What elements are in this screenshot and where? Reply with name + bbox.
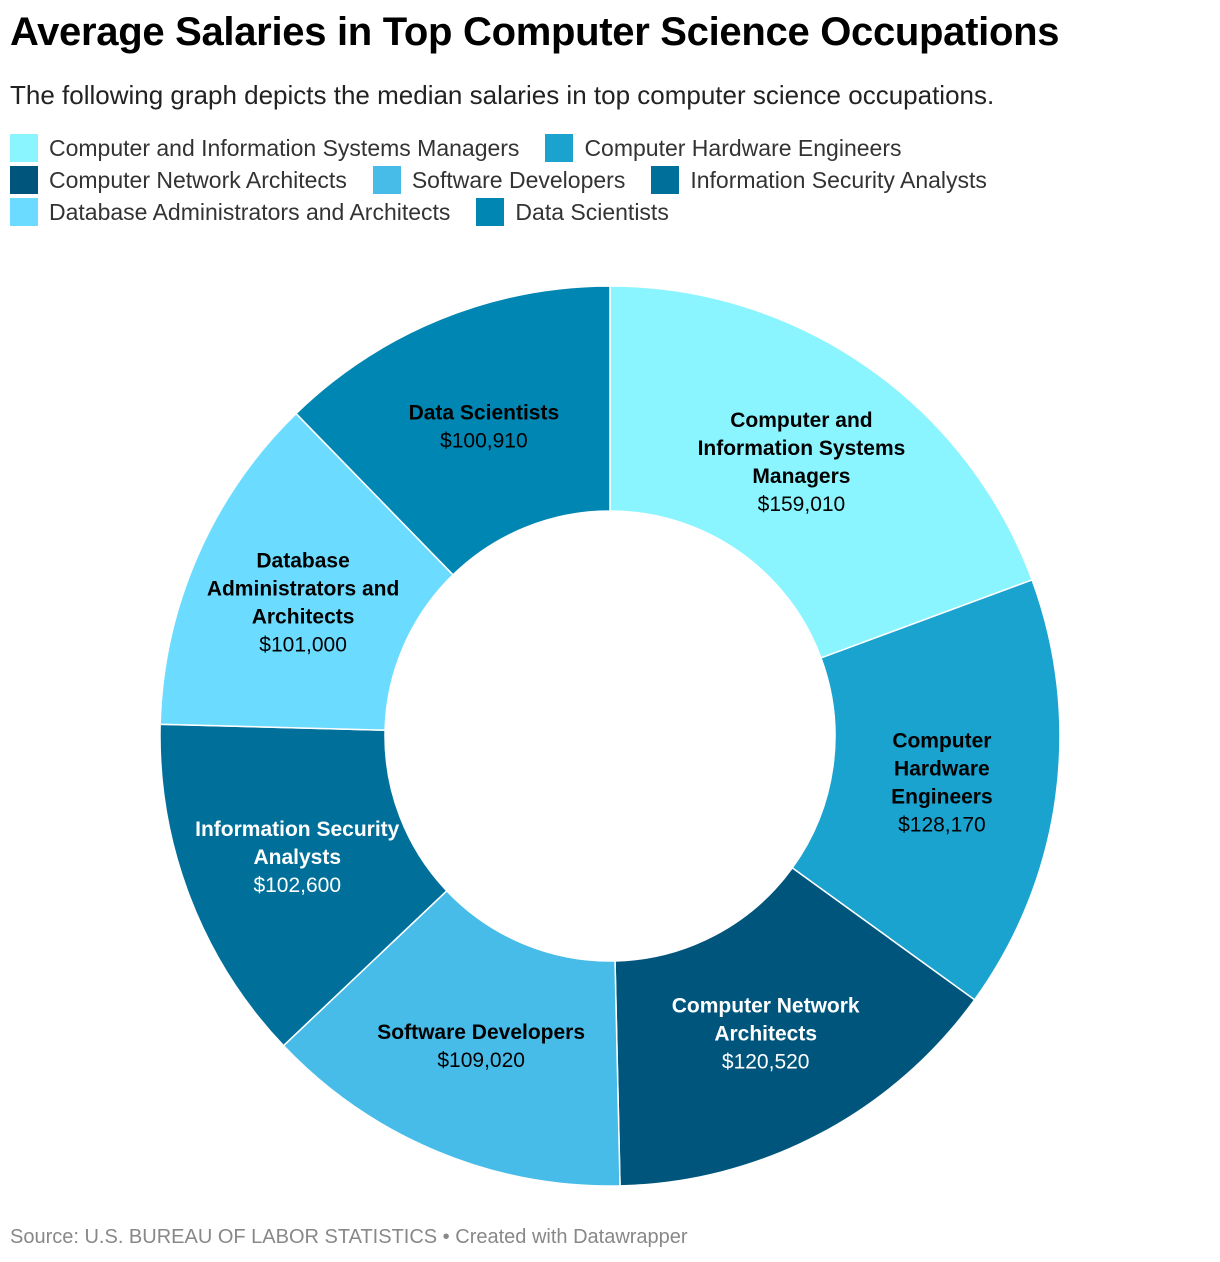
legend-item: Software Developers xyxy=(372,166,626,194)
legend-swatch xyxy=(10,166,38,194)
legend-item: Database Administrators and Architects xyxy=(10,198,450,226)
slice-category-label: Architects xyxy=(252,606,355,629)
legend-item: Computer Network Architects xyxy=(10,166,347,194)
slice-label: Information Security Analysts $102,600 xyxy=(195,818,400,897)
donut-slice xyxy=(282,889,621,1187)
slice-category-label: Information Systems xyxy=(698,437,906,460)
donut-slice xyxy=(159,412,455,731)
legend-item: Computer Hardware Engineers xyxy=(545,134,901,162)
slice-category-label: Computer Network xyxy=(672,995,860,1018)
legend-label: Computer Network Architects xyxy=(49,166,347,193)
slice-category-label: Information Security xyxy=(195,818,400,841)
slice-value-label: $102,600 xyxy=(253,874,341,897)
donut-slice xyxy=(614,866,976,1187)
legend-label: Database Administrators and Architects xyxy=(49,198,451,225)
legend-row: Computer Network Architects Software Deve… xyxy=(10,164,1200,196)
legend-swatch xyxy=(10,198,38,226)
slice-label: Data Scientists $100,910 xyxy=(409,402,560,453)
legend-item: Computer and Information Systems Manager… xyxy=(10,134,519,162)
slice-category-label: Architects xyxy=(714,1023,817,1046)
slice-value-label: $100,910 xyxy=(440,430,528,453)
legend-label: Software Developers xyxy=(411,166,626,193)
slice-category-label: Analysts xyxy=(253,846,341,869)
slice-value-label: $120,520 xyxy=(722,1051,810,1074)
donut-chart: Computer and Information Systems Managers $… xyxy=(159,285,1061,1187)
chart-legend: Computer and Information Systems Manager… xyxy=(10,132,1200,228)
slice-label: Computer and Information Systems Managers $… xyxy=(698,409,906,516)
slice-category-label: Managers xyxy=(752,465,850,488)
slice-category-label: Administrators and xyxy=(207,578,400,601)
slice-value-label: $109,020 xyxy=(437,1049,525,1072)
slice-value-label: $101,000 xyxy=(259,634,347,657)
slice-label: Computer Network Architects $120,520 xyxy=(672,995,860,1074)
slice-category-label: Software Developers xyxy=(377,1021,585,1044)
donut-slice xyxy=(791,578,1061,1001)
legend-swatch xyxy=(651,166,680,194)
slice-value-label: $159,010 xyxy=(758,493,846,516)
legend-item: Information Security Analysts xyxy=(651,166,987,194)
chart-subtitle: The following graph depicts the median s… xyxy=(10,80,995,110)
chart-title: Average Salaries in Top Computer Science… xyxy=(10,10,1060,54)
legend-swatch xyxy=(372,166,401,194)
legend-row: Computer and Information Systems Manager… xyxy=(10,132,1200,164)
donut-slice xyxy=(295,285,611,576)
legend-label: Information Security Analysts xyxy=(690,166,987,193)
slice-value-label: $128,170 xyxy=(898,813,986,836)
legend-swatch xyxy=(476,198,505,226)
slice-category-label: Computer xyxy=(892,729,991,752)
slice-category-label: Database xyxy=(256,550,349,573)
donut-slice xyxy=(159,723,448,1047)
slice-category-label: Hardware xyxy=(894,757,990,780)
legend-row: Database Administrators and Architects Da… xyxy=(10,196,1200,228)
slice-label: Software Developers $109,020 xyxy=(377,1021,585,1072)
slice-label: Database Administrators and Architects $101… xyxy=(207,550,400,657)
legend-label: Computer and Information Systems Manager… xyxy=(49,134,520,161)
legend-swatch xyxy=(545,134,574,162)
source-note: Source: U.S. BUREAU OF LABOR STATISTICS … xyxy=(10,1226,688,1248)
legend-label: Computer Hardware Engineers xyxy=(584,134,902,161)
slice-category-label: Data Scientists xyxy=(409,402,560,425)
donut-slice xyxy=(609,285,1034,659)
legend-item: Data Scientists xyxy=(476,198,669,226)
slice-category-label: Engineers xyxy=(891,785,993,808)
legend-label: Data Scientists xyxy=(515,198,669,225)
legend-swatch xyxy=(10,134,38,162)
slice-category-label: Computer and xyxy=(730,409,872,432)
slice-label: Computer Hardware Engineers $128,170 xyxy=(891,729,993,836)
